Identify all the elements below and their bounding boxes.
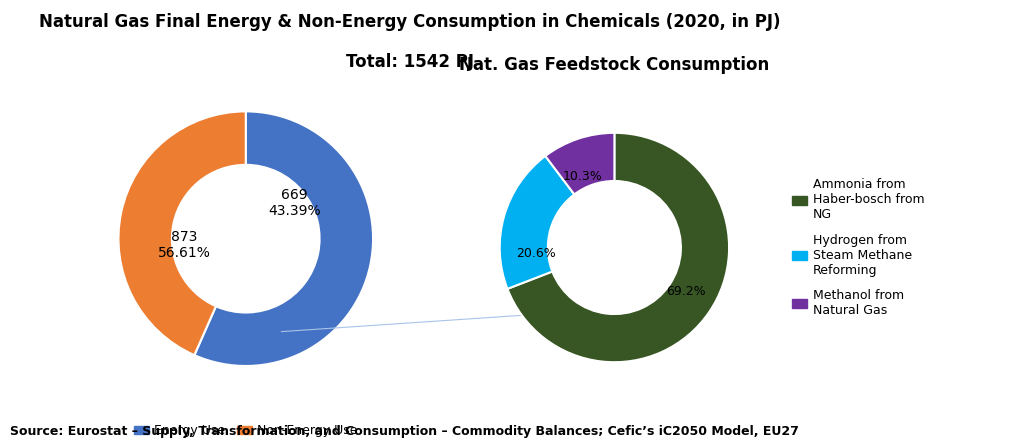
Legend: Energy Use, Non-Energy Use: Energy Use, Non-Energy Use [129, 419, 362, 442]
Text: 669
43.39%: 669 43.39% [268, 188, 321, 218]
Text: 10.3%: 10.3% [562, 170, 602, 183]
Text: Source: Eurostat – Supply, Transformation, and Consumption – Commodity Balances;: Source: Eurostat – Supply, Transformatio… [10, 425, 799, 438]
Text: 69.2%: 69.2% [666, 285, 706, 297]
Text: Total: 1542 PJ: Total: 1542 PJ [346, 53, 473, 71]
Wedge shape [508, 133, 729, 362]
Text: 873
56.61%: 873 56.61% [159, 230, 211, 260]
Legend: Ammonia from
Haber-bosch from
NG, Hydrogen from
Steam Methane
Reforming, Methano: Ammonia from Haber-bosch from NG, Hydrog… [787, 173, 930, 322]
Wedge shape [546, 133, 614, 194]
Text: 20.6%: 20.6% [516, 247, 556, 260]
Wedge shape [195, 111, 373, 366]
Title: Nat. Gas Feedstock Consumption: Nat. Gas Feedstock Consumption [460, 56, 769, 74]
Wedge shape [119, 111, 246, 355]
Text: Natural Gas Final Energy & Non-Energy Consumption in Chemicals (2020, in PJ): Natural Gas Final Energy & Non-Energy Co… [39, 13, 780, 31]
Wedge shape [500, 156, 574, 289]
